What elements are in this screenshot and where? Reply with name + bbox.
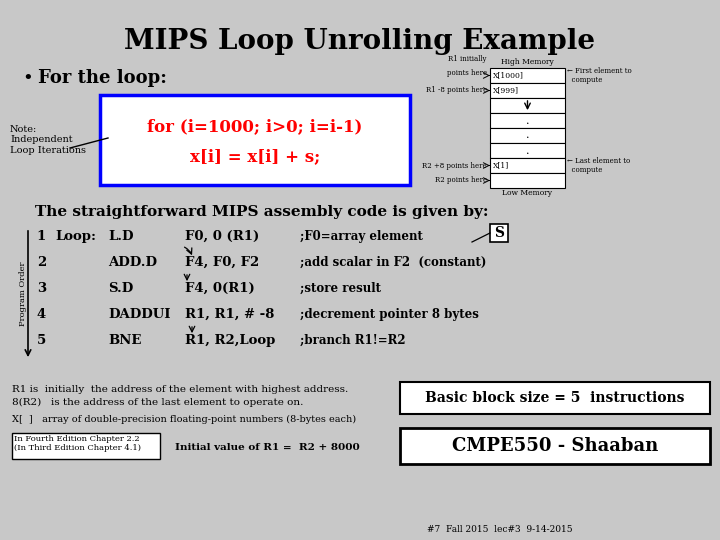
Text: R1 initially: R1 initially (449, 55, 487, 63)
Text: Note:
Independent
Loop Iterations: Note: Independent Loop Iterations (10, 125, 86, 155)
Text: L.D: L.D (108, 230, 133, 243)
Text: 1: 1 (37, 230, 46, 243)
Text: ADD.D: ADD.D (108, 256, 157, 269)
Bar (490, 98, 565, 113)
Text: DADDUI: DADDUI (108, 308, 171, 321)
Text: Program Order: Program Order (19, 262, 27, 326)
Text: ← First element to
  compute: ← First element to compute (567, 67, 631, 84)
Text: X[999]: X[999] (493, 86, 519, 94)
Bar (490, 158, 565, 173)
Text: BNE: BNE (108, 334, 141, 347)
Text: ← Last element to
  compute: ← Last element to compute (567, 157, 630, 174)
Text: F0, 0 (R1): F0, 0 (R1) (185, 230, 259, 243)
Text: for (i=1000; i>0; i=i-1): for (i=1000; i>0; i=i-1) (148, 118, 363, 135)
Text: Low Memory: Low Memory (503, 189, 552, 197)
Text: F4, F0, F2: F4, F0, F2 (185, 256, 259, 269)
Bar (490, 113, 565, 128)
Bar (490, 224, 508, 242)
Text: •: • (22, 70, 33, 88)
Bar (490, 128, 565, 143)
Text: X[1]: X[1] (493, 161, 509, 170)
Text: X[  ]   array of double-precision floating-point numbers (8-bytes each): X[ ] array of double-precision floating-… (12, 415, 356, 424)
Text: For the loop:: For the loop: (38, 69, 167, 87)
Text: #7  Fall 2015  lec#3  9-14-2015: #7 Fall 2015 lec#3 9-14-2015 (427, 525, 573, 534)
Text: .: . (526, 131, 529, 140)
Bar (400, 382, 710, 414)
Text: High Memory: High Memory (501, 58, 554, 66)
Bar (12, 433, 160, 459)
Bar (490, 143, 565, 158)
Text: ;decrement pointer 8 bytes: ;decrement pointer 8 bytes (300, 308, 479, 321)
Text: ;branch R1!=R2: ;branch R1!=R2 (300, 334, 405, 347)
Bar (490, 83, 565, 98)
Text: points here: points here (447, 69, 487, 77)
Text: S.D: S.D (108, 282, 133, 295)
Bar (400, 428, 710, 464)
Text: 2: 2 (37, 256, 46, 269)
Text: MIPS Loop Unrolling Example: MIPS Loop Unrolling Example (125, 28, 595, 55)
Text: .: . (526, 100, 529, 111)
Text: In Fourth Edition Chapter 2.2
(In Third Edition Chapter 4.1): In Fourth Edition Chapter 2.2 (In Third … (14, 435, 141, 452)
Bar (490, 68, 565, 83)
Text: R1 is  initially  the address of the element with highest address.: R1 is initially the address of the eleme… (12, 385, 348, 394)
Text: Basic block size = 5  instructions: Basic block size = 5 instructions (426, 391, 685, 405)
Text: ;add scalar in F2  (constant): ;add scalar in F2 (constant) (300, 256, 487, 269)
Text: x[i] = x[i] + s;: x[i] = x[i] + s; (190, 148, 320, 165)
Text: 4: 4 (37, 308, 46, 321)
Text: The straightforward MIPS assembly code is given by:: The straightforward MIPS assembly code i… (35, 205, 488, 219)
Text: S: S (494, 226, 504, 240)
Text: ;F0=array element: ;F0=array element (300, 230, 423, 243)
Text: R2 points here: R2 points here (435, 177, 487, 185)
Bar (490, 173, 565, 188)
Text: R2 +8 points here: R2 +8 points here (423, 161, 487, 170)
Text: R1, R1, # -8: R1, R1, # -8 (185, 308, 274, 321)
Text: F4, 0(R1): F4, 0(R1) (185, 282, 255, 295)
Text: Initial value of R1 =  R2 + 8000: Initial value of R1 = R2 + 8000 (175, 443, 360, 452)
Text: Loop:: Loop: (55, 230, 96, 243)
Text: R1, R2,Loop: R1, R2,Loop (185, 334, 275, 347)
Text: X[1000]: X[1000] (493, 71, 524, 79)
Text: 3: 3 (37, 282, 46, 295)
Bar (100, 95, 410, 185)
Text: CMPE550 - Shaaban: CMPE550 - Shaaban (452, 437, 658, 455)
Text: R1 -8 points here: R1 -8 points here (426, 86, 487, 94)
Text: .: . (526, 116, 529, 125)
Text: ;store result: ;store result (300, 282, 381, 295)
Text: .: . (526, 145, 529, 156)
Text: 5: 5 (37, 334, 46, 347)
Text: 8(R2)   is the address of the last element to operate on.: 8(R2) is the address of the last element… (12, 398, 303, 407)
